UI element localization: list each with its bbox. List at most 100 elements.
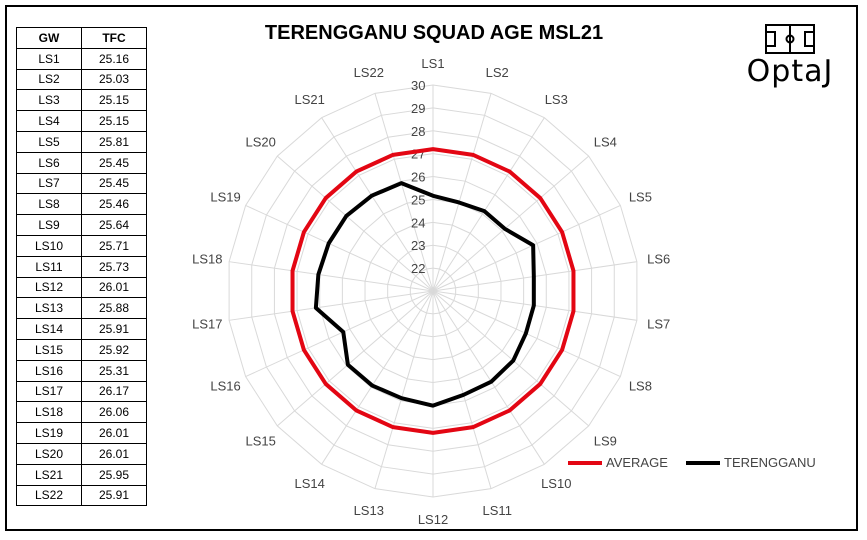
category-label: LS7 <box>647 316 670 331</box>
category-label: LS13 <box>354 503 384 518</box>
category-label: LS5 <box>629 189 652 204</box>
age-cell: 25.45 <box>81 151 147 174</box>
age-cell: 25.81 <box>81 130 147 153</box>
gameweek-cell: LS14 <box>16 318 82 340</box>
axis-spoke <box>321 290 434 465</box>
age-cell: 25.91 <box>81 484 147 507</box>
category-label: LS19 <box>210 189 240 204</box>
axis-spoke <box>374 93 434 292</box>
age-cell: 25.45 <box>81 172 147 195</box>
gameweek-cell: LS8 <box>16 193 82 216</box>
category-label: LS20 <box>246 135 276 150</box>
axis-spoke <box>432 155 590 292</box>
age-cell: 26.01 <box>81 442 147 465</box>
category-label: LS6 <box>647 252 670 267</box>
table-row: LS15 25.92 <box>16 338 147 361</box>
axis-spoke <box>321 117 434 292</box>
axis-spoke <box>432 290 590 427</box>
legend-item-terengganu: TERENGGANU <box>686 455 816 470</box>
axis-spoke <box>432 93 492 292</box>
radial-tick-label: 24 <box>411 215 425 230</box>
gameweek-cell: LS2 <box>16 68 82 91</box>
age-cell: 25.92 <box>81 338 147 361</box>
age-cell: 26.01 <box>81 422 147 444</box>
age-cell: 25.46 <box>81 193 147 216</box>
table-row: LS21 25.95 <box>16 463 147 486</box>
category-label: LS2 <box>486 65 509 80</box>
category-label: LS4 <box>594 135 617 150</box>
axis-spoke <box>245 290 434 378</box>
radial-tick-label: 23 <box>411 238 425 253</box>
gameweek-cell: LS4 <box>16 110 82 132</box>
category-label: LS11 <box>483 503 512 518</box>
legend-swatch-terengganu <box>686 460 720 465</box>
category-label: LS16 <box>210 379 240 394</box>
series-line-average <box>290 147 576 435</box>
axis-spoke <box>276 290 434 427</box>
legend-swatch-average <box>568 460 602 465</box>
age-cell: 26.01 <box>81 276 147 299</box>
table-row: LS5 25.81 <box>16 130 147 153</box>
age-cell: 25.15 <box>81 110 147 132</box>
category-label: LS3 <box>545 92 568 107</box>
table-row: LS2 25.03 <box>16 68 147 91</box>
radial-tick-label: 28 <box>411 124 425 139</box>
table-row: LS4 25.15 <box>16 110 147 132</box>
age-cell: 25.88 <box>81 297 147 320</box>
category-label: LS1 <box>421 56 444 71</box>
table-row: LS11 25.73 <box>16 255 147 278</box>
age-cell: 25.16 <box>81 47 147 70</box>
category-label: LS22 <box>354 65 384 80</box>
table-row: LS1 25.16 <box>16 47 147 70</box>
table-row: LS20 26.01 <box>16 442 147 465</box>
series-line-terengganu <box>313 181 536 408</box>
age-cell: 25.31 <box>81 359 147 382</box>
gameweek-age-table: GW TFC LS1 25.16 LS2 25.03 LS3 25.15 LS4 25.15 L… <box>16 27 147 507</box>
table-row: LS19 26.01 <box>16 422 147 444</box>
legend-item-average: AVERAGE <box>568 455 668 470</box>
logo-text: OptaJ <box>746 54 834 89</box>
table-row: LS17 26.17 <box>16 380 147 403</box>
radial-tick-label: 30 <box>411 78 425 93</box>
axis-spoke <box>229 290 434 321</box>
legend-label-terengganu: TERENGGANU <box>724 455 816 470</box>
axis-spoke <box>432 117 545 292</box>
category-label: LS14 <box>295 476 325 491</box>
gameweek-cell: LS20 <box>16 442 82 465</box>
football-pitch-icon <box>765 24 815 54</box>
gameweek-cell: LS11 <box>16 255 82 278</box>
category-label: LS12 <box>418 512 448 527</box>
table-row: LS8 25.46 <box>16 193 147 216</box>
table-row: LS14 25.91 <box>16 318 147 340</box>
chart-title: TERENGGANU SQUAD AGE MSL21 <box>264 22 604 44</box>
table-row: LS12 26.01 <box>16 276 147 299</box>
radial-tick-label: 22 <box>411 261 425 276</box>
gameweek-cell: LS22 <box>16 484 82 507</box>
category-label: LS17 <box>192 316 222 331</box>
gameweek-cell: LS21 <box>16 463 82 486</box>
age-cell: 25.64 <box>81 214 147 236</box>
axis-spoke <box>432 204 621 292</box>
radial-tick-label: 25 <box>411 192 425 207</box>
axis-spoke <box>432 290 545 465</box>
category-label: LS9 <box>594 433 617 448</box>
category-label: LS21 <box>295 92 325 107</box>
table-row: LS13 25.88 <box>16 297 147 320</box>
category-label: LS18 <box>192 252 222 267</box>
axis-spoke <box>276 155 434 292</box>
category-label: LS10 <box>541 476 571 491</box>
table-row: LS7 25.45 <box>16 172 147 195</box>
axis-spoke <box>374 290 434 489</box>
table-row: LS9 25.64 <box>16 214 147 236</box>
radial-tick-label: 29 <box>411 101 425 116</box>
category-label: LS15 <box>246 433 276 448</box>
axis-spoke <box>229 261 434 292</box>
category-label: LS8 <box>629 379 652 394</box>
radial-tick-label: 26 <box>411 170 425 185</box>
legend-label-average: AVERAGE <box>606 455 668 470</box>
optaj-logo: OptaJ <box>740 22 840 97</box>
table-row: LS22 25.91 <box>16 484 147 507</box>
axis-spoke <box>432 290 492 489</box>
axis-spoke <box>245 204 434 292</box>
